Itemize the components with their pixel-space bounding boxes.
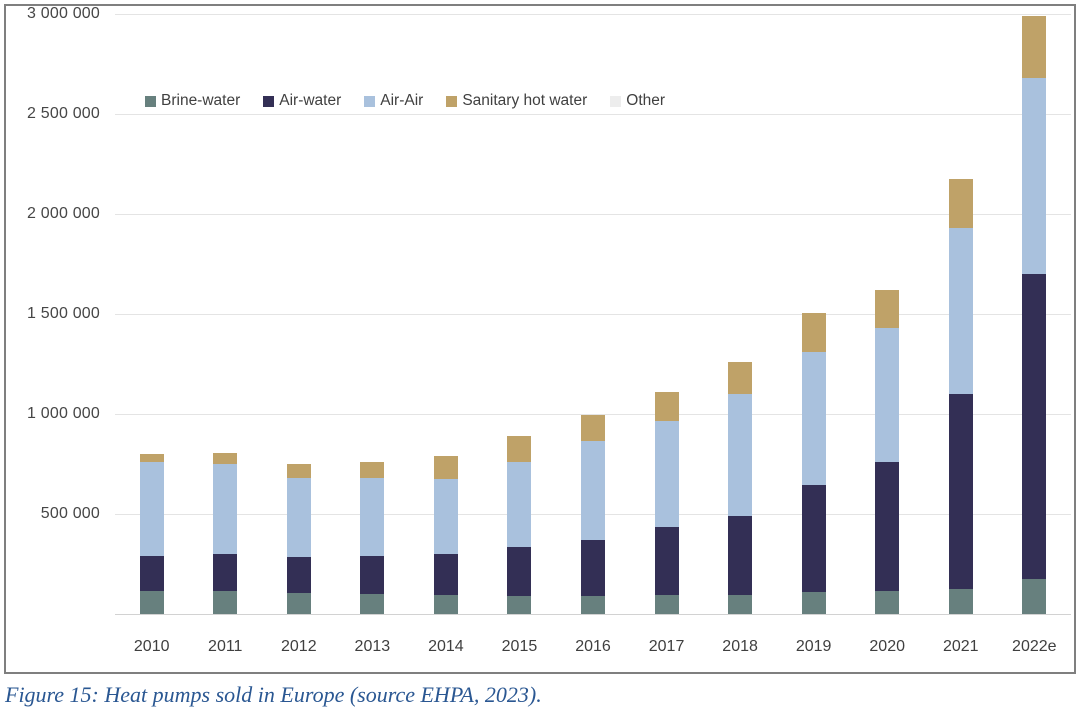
x-axis-tick-label-2012: 2012 bbox=[281, 638, 317, 655]
bar-2017-air-water bbox=[654, 527, 679, 595]
x-axis-tick-label-2017: 2017 bbox=[648, 638, 685, 655]
x-axis-tick-label-2014: 2014 bbox=[428, 638, 464, 655]
bar-2016-brine-water bbox=[581, 596, 605, 614]
bar-2013-air-water bbox=[360, 556, 385, 594]
bar-2013-air-air bbox=[360, 478, 385, 556]
bar-2010-sanitary-hot-water bbox=[139, 454, 164, 462]
bar-2014-air-air bbox=[433, 479, 458, 554]
legend-item-air-water: Air-water bbox=[263, 92, 341, 110]
bar-2015-sanitary-hot-water bbox=[507, 436, 532, 462]
y-axis-tick-label: 1 000 000 bbox=[27, 405, 100, 422]
bar-2021-sanitary-hot-water bbox=[948, 179, 973, 228]
legend-label-other: Other bbox=[626, 92, 666, 109]
bar-2014-sanitary-hot-water bbox=[433, 456, 458, 479]
bar-2021-air-water bbox=[948, 394, 973, 589]
bar-2014-brine-water bbox=[433, 595, 458, 614]
legend-swatch-brine-water-icon bbox=[145, 95, 156, 107]
x-axis-tick-label-2018: 2018 bbox=[722, 638, 758, 655]
x-axis-tick-label-2020: 2020 bbox=[869, 638, 905, 655]
legend-item-air-air: Air-Air bbox=[364, 92, 423, 110]
y-axis-tick-label: 2 000 000 bbox=[27, 205, 100, 222]
bar-2022e-air-water bbox=[1022, 274, 1047, 579]
legend-label-air-water: Air-water bbox=[279, 92, 342, 109]
y-axis-tick-label: 1 500 000 bbox=[27, 305, 100, 322]
x-axis-tick-label-2019: 2019 bbox=[795, 638, 832, 655]
bar-2021-air-air bbox=[948, 228, 973, 394]
bar-2011-sanitary-hot-water bbox=[213, 453, 238, 464]
bar-2016-sanitary-hot-water bbox=[581, 415, 605, 441]
bar-2018-brine-water bbox=[728, 595, 753, 614]
bar-2022e-sanitary-hot-water bbox=[1022, 16, 1047, 78]
bar-2013-sanitary-hot-water bbox=[360, 462, 385, 478]
bar-2018-sanitary-hot-water bbox=[728, 362, 753, 394]
gridline-2500000 bbox=[115, 113, 1071, 115]
bar-2010-air-air bbox=[139, 462, 164, 556]
bar-2011-air-water bbox=[213, 554, 238, 591]
x-axis-tick-label-2010: 2010 bbox=[133, 638, 170, 655]
legend-item-sanitary-hot-water: Sanitary hot water bbox=[446, 92, 587, 110]
gridline-3000000 bbox=[115, 13, 1071, 15]
x-axis-tick-label-2016: 2016 bbox=[575, 638, 611, 655]
bar-2011-air-air bbox=[213, 464, 238, 554]
bar-2022e-air-air bbox=[1022, 78, 1047, 274]
bar-2020-air-water bbox=[875, 462, 900, 591]
chart-legend: Brine-water Air-water Air-Air Sanitary hot … bbox=[145, 92, 665, 110]
bar-2019-sanitary-hot-water bbox=[801, 313, 826, 352]
legend-label-sanitary-hot-water: Sanitary hot water bbox=[462, 92, 588, 109]
legend-item-other: Other bbox=[610, 92, 665, 110]
bar-2013-brine-water bbox=[360, 594, 385, 614]
bar-2012-air-water bbox=[286, 557, 311, 593]
legend-label-brine-water: Brine-water bbox=[161, 92, 241, 109]
x-axis-tick-label-2013: 2013 bbox=[354, 638, 391, 655]
legend-swatch-sanitary-hot-water-icon bbox=[446, 95, 458, 107]
x-axis-tick-label-2022e: 2022e bbox=[1012, 638, 1057, 655]
bar-2011-brine-water bbox=[213, 591, 238, 614]
bar-2012-sanitary-hot-water bbox=[286, 464, 311, 478]
bar-2016-air-water bbox=[581, 540, 605, 596]
bar-2020-sanitary-hot-water bbox=[875, 290, 900, 328]
bar-2018-air-water bbox=[728, 516, 753, 595]
bar-2015-air-water bbox=[507, 547, 532, 596]
x-axis-line bbox=[115, 614, 1071, 615]
figure-caption: Figure 15: Heat pumps sold in Europe (so… bbox=[5, 682, 542, 707]
legend-swatch-air-water-icon bbox=[263, 95, 275, 107]
bar-2012-air-air bbox=[286, 478, 311, 557]
legend-item-brine-water: Brine-water bbox=[145, 92, 240, 110]
bar-2020-air-air bbox=[875, 328, 900, 462]
gridline-2000000 bbox=[115, 213, 1071, 215]
bar-2019-brine-water bbox=[801, 592, 826, 614]
figure-frame: 500 000 1 000 000 1 500 000 2 000 000 2 500 … bbox=[4, 4, 1076, 674]
bar-2010-brine-water bbox=[139, 591, 164, 614]
x-axis-tick-label-2021: 2021 bbox=[942, 638, 979, 655]
legend-label-air-air: Air-Air bbox=[380, 92, 424, 109]
bar-2017-air-air bbox=[654, 421, 679, 527]
bar-2018-air-air bbox=[728, 394, 753, 516]
bar-2010-air-water bbox=[139, 556, 164, 591]
bar-2019-air-water bbox=[801, 485, 826, 592]
y-axis-tick-label: 3 000 000 bbox=[27, 5, 100, 22]
bar-2015-brine-water bbox=[507, 596, 532, 614]
bar-2021-brine-water bbox=[948, 589, 973, 614]
y-axis-tick-label: 2 500 000 bbox=[27, 105, 100, 122]
x-axis-tick-label-2011: 2011 bbox=[208, 638, 243, 655]
x-axis-tick-label-2015: 2015 bbox=[501, 638, 538, 655]
bar-2017-sanitary-hot-water bbox=[654, 392, 679, 421]
bar-2012-brine-water bbox=[286, 593, 311, 614]
plot-area: 500 000 1 000 000 1 500 000 2 000 000 2 500 … bbox=[6, 5, 1074, 672]
bar-2019-air-air bbox=[801, 352, 826, 485]
gridline-1500000 bbox=[115, 313, 1071, 315]
gridline-1000000 bbox=[115, 413, 1071, 415]
bar-2022e-brine-water bbox=[1022, 579, 1047, 614]
bar-2015-air-air bbox=[507, 462, 532, 547]
bar-2020-brine-water bbox=[875, 591, 900, 614]
bar-2016-air-air bbox=[581, 441, 605, 540]
y-axis-tick-label: 500 000 bbox=[40, 505, 100, 522]
legend-swatch-air-air-icon bbox=[364, 95, 376, 107]
bar-2014-air-water bbox=[433, 554, 458, 595]
legend-swatch-other-icon bbox=[610, 95, 622, 107]
bar-2017-brine-water bbox=[654, 595, 679, 614]
